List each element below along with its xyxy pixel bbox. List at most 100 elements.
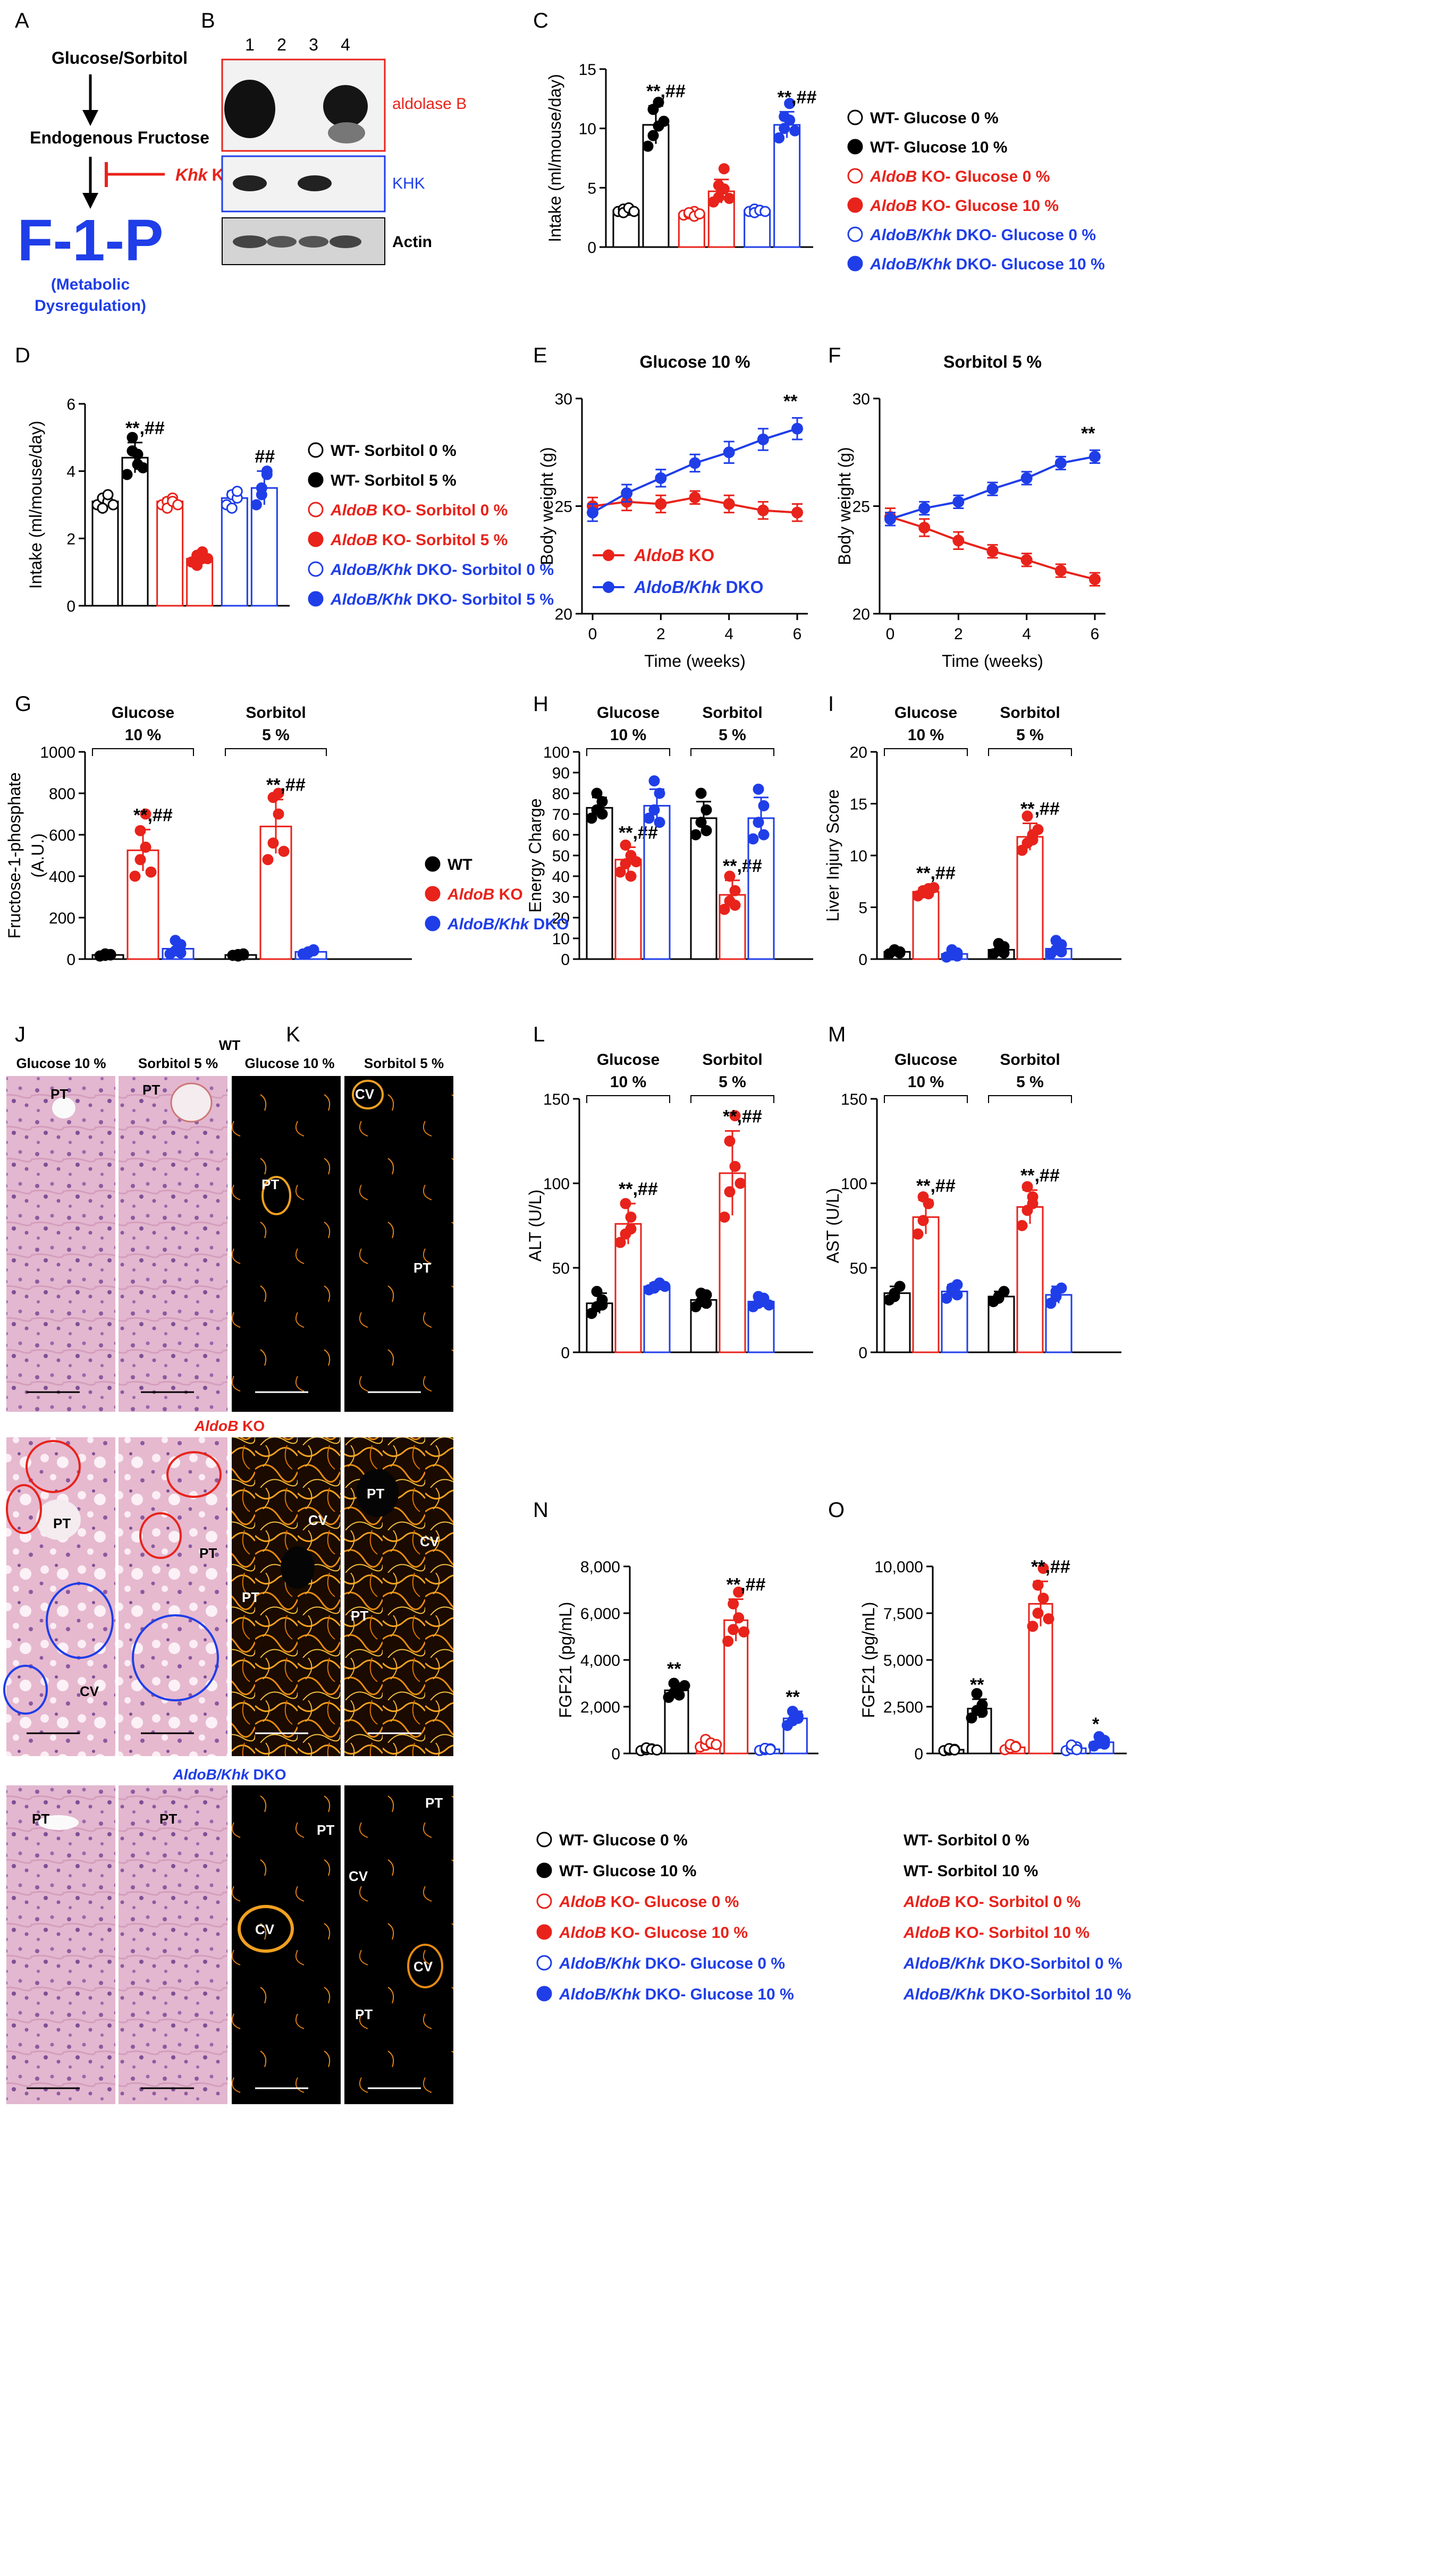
data-point [917, 1215, 929, 1226]
x-tick-label: 4 [1022, 625, 1031, 643]
y-tick-label: 7,500 [883, 1605, 923, 1623]
legend-label: AldoB KO [634, 546, 714, 565]
legend-condition: - Glucose 10 % [680, 1986, 793, 2003]
pt-label-11: PT [159, 1811, 177, 1827]
data-point [121, 469, 133, 480]
legend-gene: AldoB/Khk [330, 591, 413, 608]
legend-gene: AldoB [634, 546, 684, 565]
y-tick-label: 10,000 [874, 1558, 923, 1576]
legend-marker [308, 442, 324, 458]
legend-gene: AldoB/Khk [634, 578, 722, 597]
group-sublabel: 10 % [610, 1073, 646, 1091]
data-point [894, 946, 906, 957]
legend-label: WT- Glucose 0 % [870, 109, 999, 127]
data-point [951, 950, 963, 962]
data-point [753, 783, 764, 795]
data-point [700, 825, 712, 836]
data-point [738, 1626, 750, 1638]
legend-condition: - Sorbitol 10 % [979, 1924, 1090, 1942]
data-point [1050, 1286, 1062, 1298]
y-axis-label: FGF21 (pg/mL) [556, 1602, 575, 1718]
bar [643, 1285, 671, 1353]
band-actin-4 [330, 235, 361, 248]
panel-letter-j: J [15, 1023, 26, 1046]
y-tick-label: 5,000 [883, 1652, 923, 1670]
legend-condition: - Glucose 10 % [946, 197, 1059, 215]
significance-label: **,## [646, 81, 686, 101]
data-point [758, 829, 770, 841]
red-circle-2 [6, 1484, 42, 1534]
pt-label-4: PT [413, 1260, 431, 1276]
pt-label-5: PT [53, 1515, 71, 1531]
legend-marker [603, 549, 614, 561]
legend-marker [308, 531, 324, 547]
vessel-sr-wt-2 [352, 1080, 384, 1109]
data-point [1071, 1744, 1083, 1756]
y-tick-label: 0 [561, 1344, 570, 1362]
charts-layer: 0 5 10 15 Intake (ml/mouse/day) **,## **,## 0 2 4… [5, 61, 1127, 1763]
data-point [713, 180, 724, 191]
panel-a-pathway: Glucose/Sorbitol Endogenous Fructose Khk… [18, 48, 238, 315]
significance-label: **,## [723, 1106, 762, 1126]
histo-row-ko-mid: KO [238, 1418, 265, 1434]
data-point [723, 446, 735, 459]
chart-l: 0 50 100 150 ALT (U/L) Glucose 10 % Sorbitol 5 %… [526, 1051, 813, 1362]
y-tick-label: 40 [552, 868, 570, 886]
histo-col-he-glucose: Glucose 10 % [16, 1055, 106, 1071]
legend-condition: - Sorbitol 0 % [979, 1893, 1081, 1911]
lane-4: 4 [341, 35, 350, 54]
y-tick-label: 25 [852, 498, 870, 516]
y-tick-label: 5 [587, 180, 596, 197]
significance-label: **,## [619, 1179, 658, 1199]
legend-group: DKO [985, 1955, 1025, 1972]
group-label: Glucose [112, 704, 174, 722]
group-label: Sorbitol [246, 704, 306, 722]
y-tick-label: 1000 [40, 744, 75, 761]
data-point [126, 431, 138, 443]
legend-suffix: DKO [721, 578, 764, 597]
data-point [659, 1281, 671, 1292]
legend-marker [425, 856, 441, 872]
legend-group: DKO [640, 1986, 680, 2003]
data-point [993, 938, 1004, 950]
pt-label-8: PT [367, 1486, 384, 1502]
pt-label-3: PT [261, 1176, 279, 1192]
data-point [711, 1739, 722, 1750]
vessel-sr-ko-1 [356, 1469, 399, 1517]
panel-letter-d: D [15, 344, 30, 367]
data-point [1089, 451, 1101, 463]
band-khk-lane3 [298, 175, 332, 191]
he-dko-sorbitol [119, 1785, 227, 2104]
legend-gene: AldoB/Khk [559, 1955, 641, 1972]
data-point [250, 499, 262, 511]
data-point [1043, 1613, 1054, 1625]
panel-letter-b: B [201, 9, 215, 32]
vessel-he-wt-2 [170, 1082, 213, 1123]
legend-label: WT- Sorbitol 5 % [331, 472, 457, 489]
vessel-sr-ko-2 [281, 1546, 315, 1589]
y-tick-label: 10 [552, 930, 570, 948]
data-point [654, 817, 665, 828]
y-tick-label: 50 [552, 848, 570, 865]
y-tick-label: 0 [858, 1344, 867, 1362]
legend-label: AldoB KO [447, 886, 523, 903]
chart-title: Glucose 10 % [639, 352, 750, 371]
bar [586, 807, 613, 960]
label-khk: KHK [392, 175, 425, 192]
y-tick-label: 6,000 [580, 1605, 620, 1623]
red-circle-3 [166, 1451, 222, 1498]
x-tick-label: 0 [588, 625, 597, 643]
bar [912, 891, 940, 960]
data-point [172, 499, 184, 511]
f1p-note-2: Dysregulation) [35, 297, 146, 315]
data-point [238, 948, 249, 960]
pt-label-10: PT [32, 1811, 49, 1827]
significance-label: ** [1081, 423, 1095, 444]
data-point [1037, 1592, 1049, 1604]
data-point [256, 489, 267, 501]
data-point [648, 775, 660, 787]
y-tick-label: 5 [858, 900, 867, 917]
legend-condition: - Glucose 0 % [894, 109, 999, 127]
data-point [700, 1298, 712, 1309]
